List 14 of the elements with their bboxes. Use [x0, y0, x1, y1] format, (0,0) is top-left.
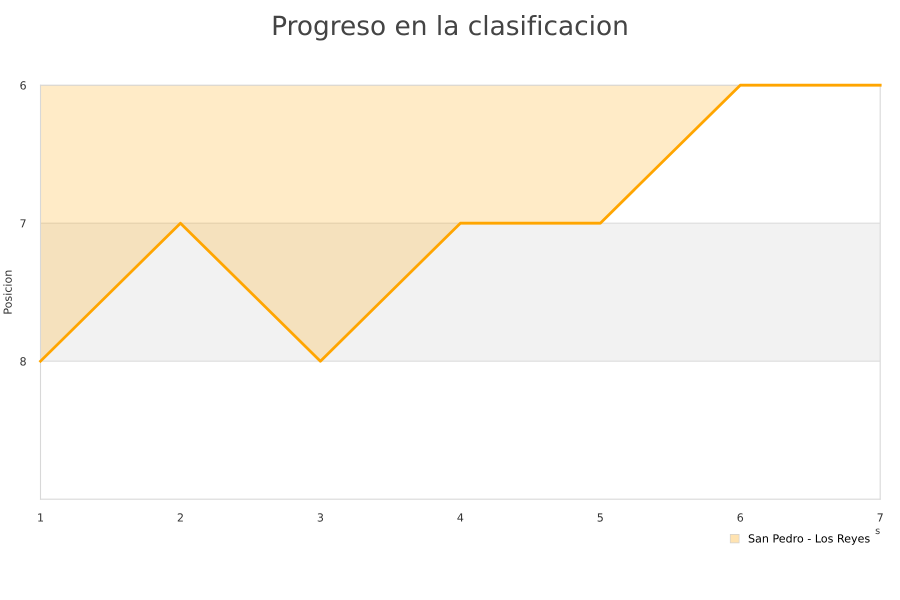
x-axis-title: s: [876, 528, 880, 534]
y-axis-title: Posicion: [3, 270, 12, 314]
x-tick-label: 1: [38, 513, 44, 522]
x-tick-label: 6: [737, 513, 744, 522]
x-tick-label: 2: [178, 513, 183, 522]
y-tick-label: 7: [20, 219, 26, 228]
chart-title: Progreso en la clasificacion: [274, 15, 627, 41]
y-tick-label: 8: [20, 357, 26, 366]
x-tick-label: 5: [598, 513, 603, 522]
x-tick-label: 3: [318, 513, 324, 522]
legend-label: San Pedro - Los Reyes: [748, 534, 870, 545]
x-tick-label: 7: [878, 513, 883, 522]
x-tick-label: 4: [457, 513, 464, 522]
y-tick-label: 6: [20, 81, 26, 90]
